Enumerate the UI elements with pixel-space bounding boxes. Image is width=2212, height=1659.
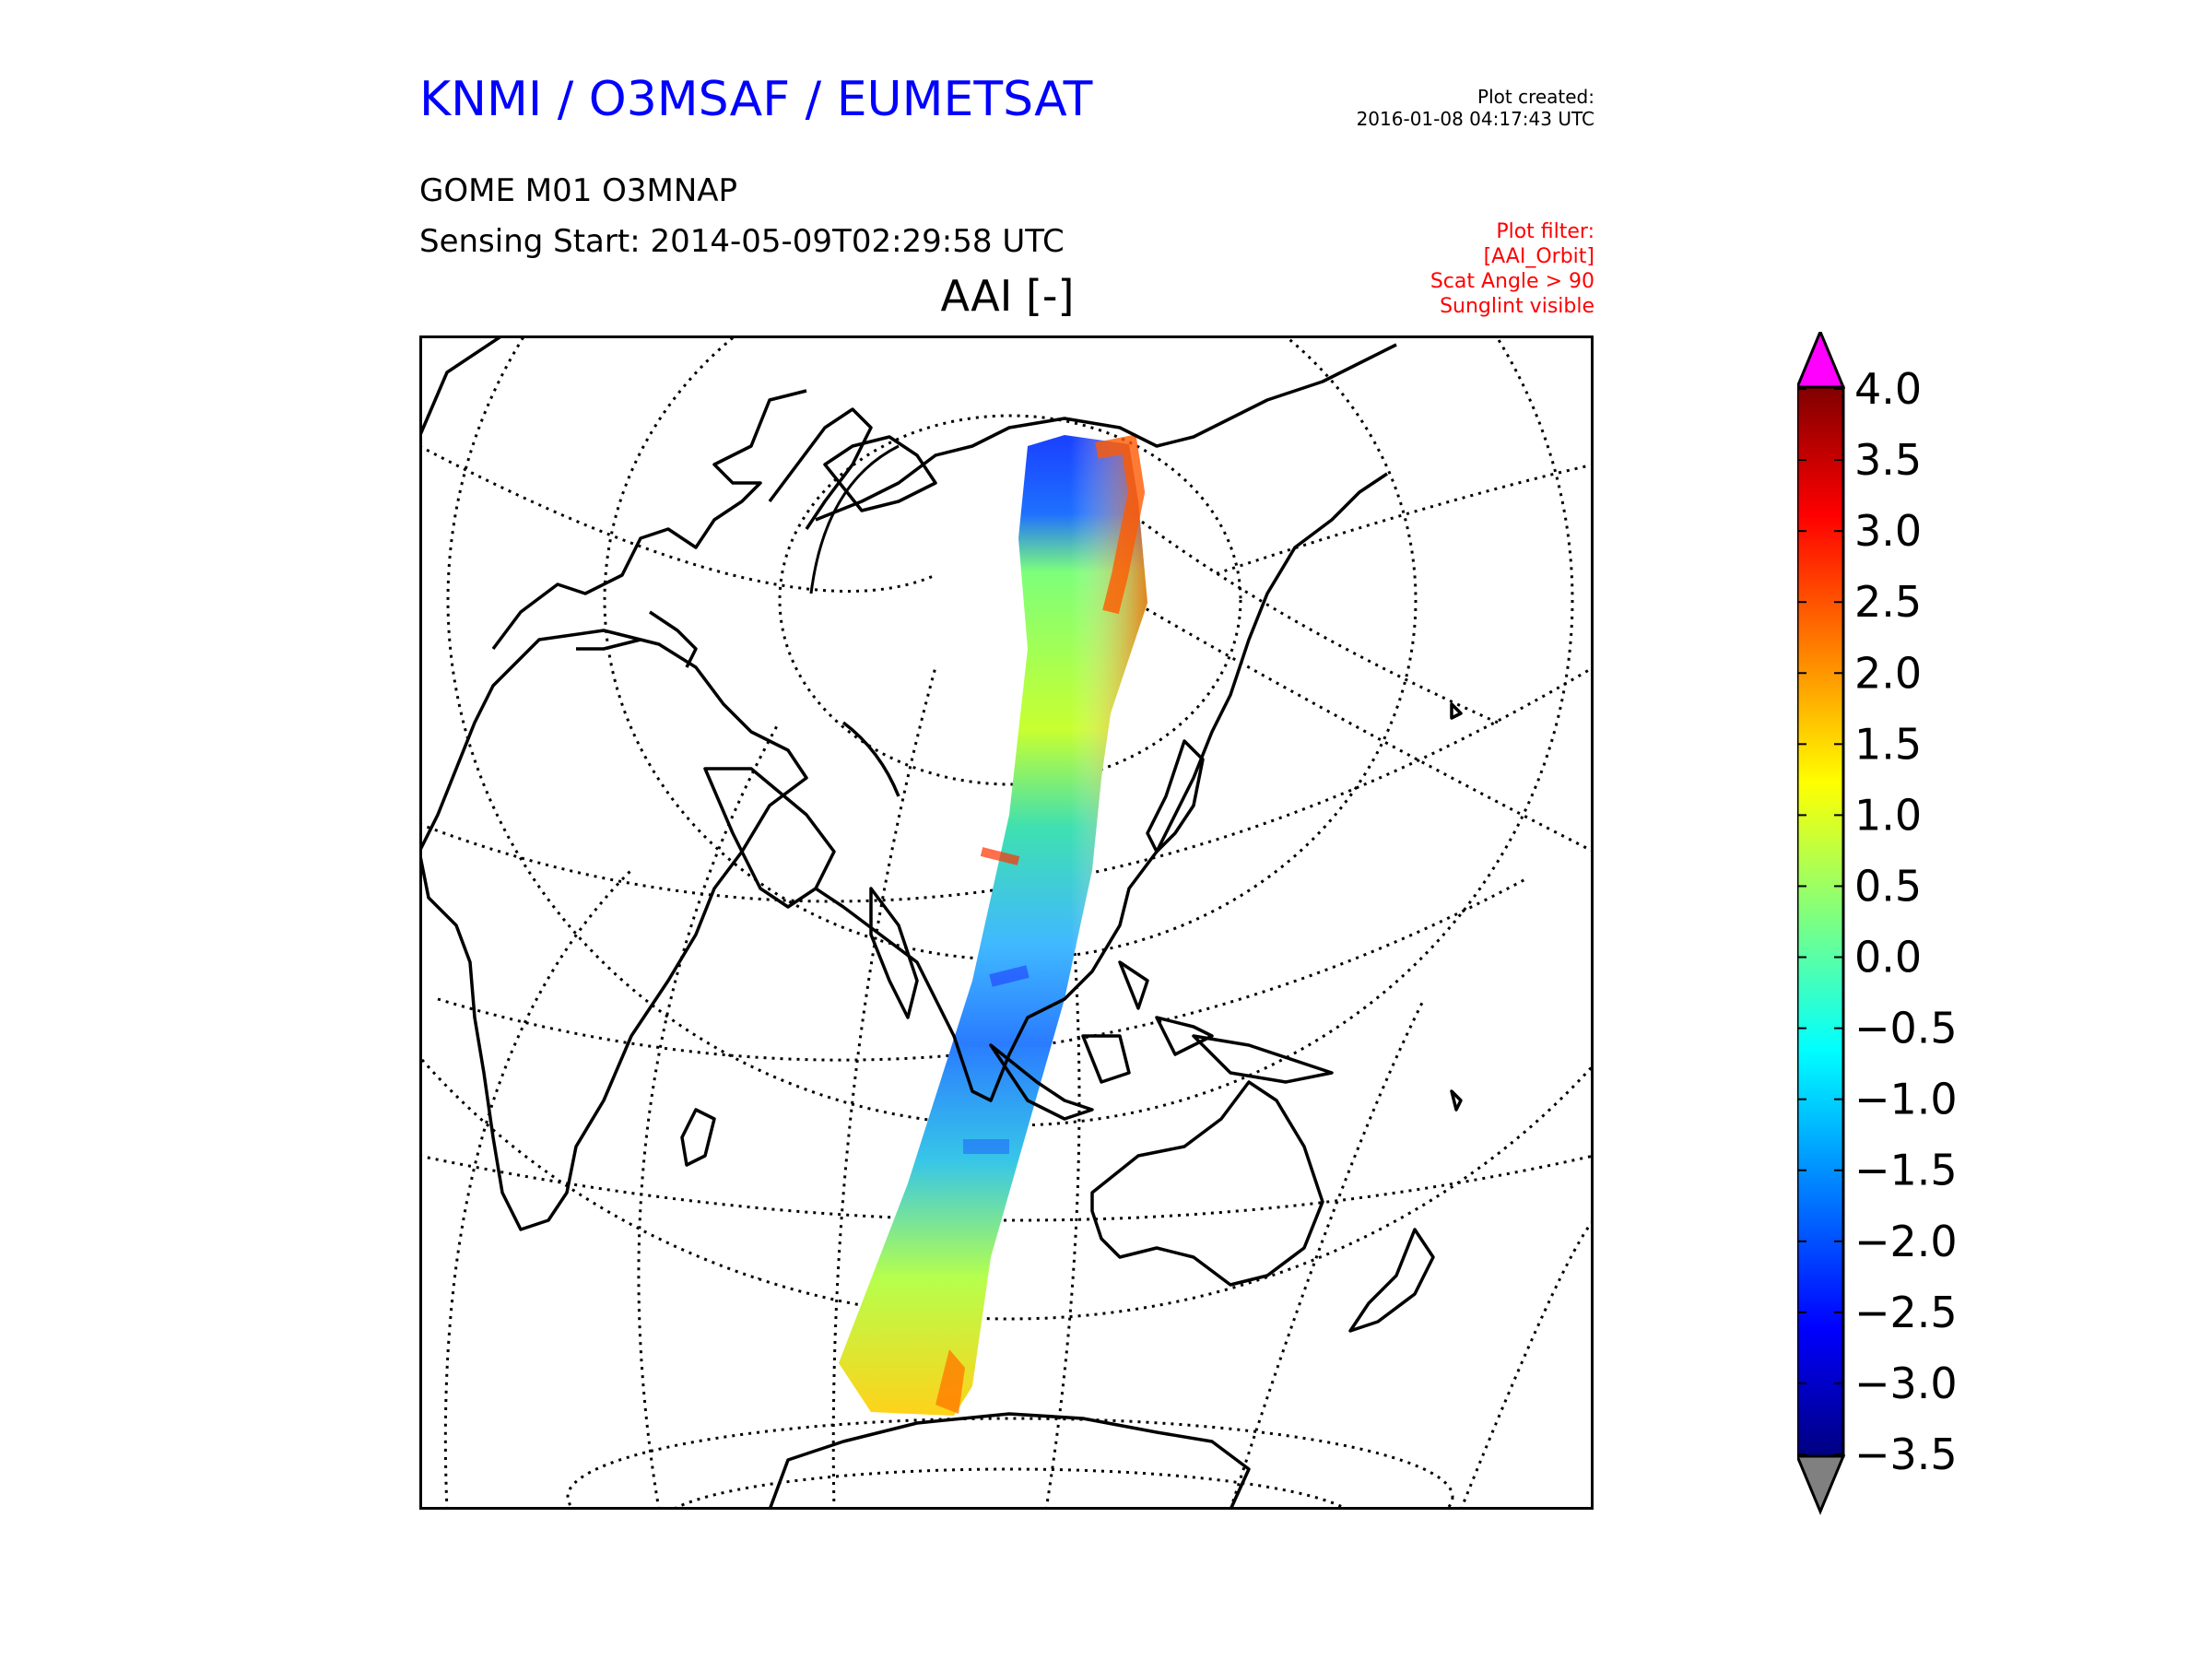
colorbar-tick-label: 1.5 xyxy=(1854,719,1922,769)
colorbar-scale xyxy=(1797,385,1845,1458)
colorbar-tick-label: −3.0 xyxy=(1854,1359,1958,1408)
filter-line: Plot filter: xyxy=(1496,220,1594,243)
colorbar-tick-label: −0.5 xyxy=(1854,1004,1958,1053)
colorbar-tick-label: 4.0 xyxy=(1854,364,1922,414)
coastlines xyxy=(419,335,1463,1510)
limb-arc xyxy=(809,444,900,594)
filter-line: [AAI_Orbit] xyxy=(1483,245,1594,268)
plot-created-time: 2016-01-08 04:17:43 UTC xyxy=(1356,108,1594,130)
map-title: AAI [-] xyxy=(940,271,1075,321)
colorbar-tick-label: −2.0 xyxy=(1854,1217,1958,1266)
colorbar-tick-label: −2.5 xyxy=(1854,1288,1958,1337)
colorbar-tick-label: −1.0 xyxy=(1854,1075,1958,1124)
colorbar-tick-label: 2.0 xyxy=(1854,648,1922,698)
colorbar-tick-label: 0.0 xyxy=(1854,933,1922,982)
plot-created: Plot created: 2016-01-08 04:17:43 UTC xyxy=(1357,86,1594,130)
colorbar-under-triangle xyxy=(1797,1454,1846,1515)
plot-created-label: Plot created: xyxy=(1477,86,1594,108)
colorbar-tick-label: 1.0 xyxy=(1854,790,1922,840)
colorbar-over-triangle xyxy=(1797,332,1846,389)
colorbar-tick-label: 0.5 xyxy=(1854,861,1922,911)
colorbar-tick-label: 2.5 xyxy=(1854,577,1922,627)
colorbar-ticks: 4.0 3.5 3.0 2.5 2.0 1.5 1.0 0.5 0.0 −0.5 −1.0 −1.5 −… xyxy=(1797,364,1958,1479)
filter-line: Scat Angle > 90 xyxy=(1430,270,1594,293)
sensing-start: Sensing Start: 2014-05-09T02:29:58 UTC xyxy=(419,223,1065,260)
colorbar-tick-label: −3.5 xyxy=(1854,1430,1958,1479)
map-frame xyxy=(419,335,1594,1510)
colorbar: 4.0 3.5 3.0 2.5 2.0 1.5 1.0 0.5 0.0 −0.5 −1.0 −1.5 −… xyxy=(1797,332,1958,1515)
colorbar-tick-label: 3.0 xyxy=(1854,506,1922,556)
aai-swath xyxy=(839,434,1147,1416)
filter-line: Sunglint visible xyxy=(1440,295,1594,318)
plot-filter: Plot filter: [AAI_Orbit] Scat Angle > 90… xyxy=(1430,219,1594,319)
organisation-title: KNMI / O3MSAF / EUMETSAT xyxy=(419,72,1093,127)
colorbar-tick-label: −1.5 xyxy=(1854,1146,1958,1195)
product-name: GOME M01 O3MNAP xyxy=(419,172,738,209)
colorbar-tick-label: 3.5 xyxy=(1854,435,1922,485)
orthographic-map xyxy=(419,335,1594,1510)
